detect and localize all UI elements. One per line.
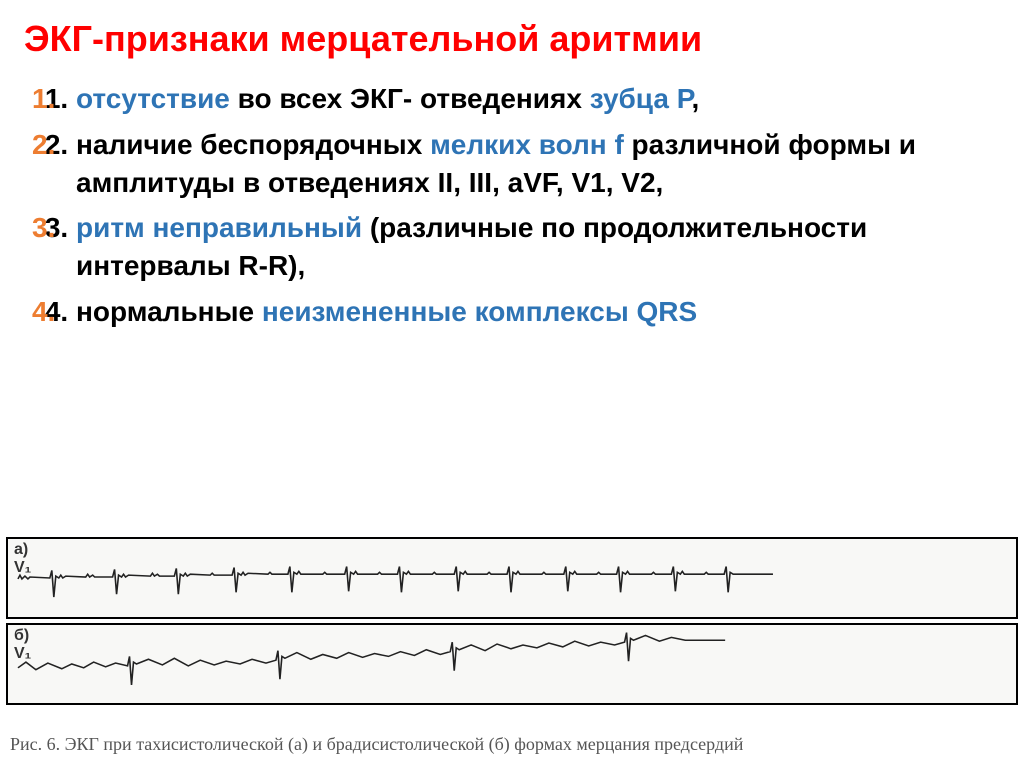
item1-prefix: отсутствие xyxy=(76,83,230,114)
panel-a-lead: V₁ xyxy=(14,559,31,577)
ecg-trace-b xyxy=(8,625,1016,703)
ecg-trace-a xyxy=(8,539,1016,617)
slide-container: ЭКГ-признаки мерцательной аритмии отсутс… xyxy=(0,0,1024,767)
slide-title: ЭКГ-признаки мерцательной аритмии xyxy=(0,0,1024,72)
list-item-4: нормальные неизмененные комплексы QRS xyxy=(76,293,984,331)
item2-highlight: мелких волн f xyxy=(430,129,624,160)
item4-prefix: нормальные xyxy=(76,296,262,327)
criteria-list: отсутствие во всех ЭКГ- отведениях зубца… xyxy=(0,72,1024,331)
figure-caption: Рис. 6. ЭКГ при тахисистолической (а) и … xyxy=(10,733,743,756)
ecg-panel-a: а) V₁ xyxy=(6,537,1018,619)
item1-suffix: , xyxy=(692,83,700,114)
item2-prefix: наличие беспорядочных xyxy=(76,129,430,160)
list-item-3: ритм неправильный (различные по продолжи… xyxy=(76,209,984,285)
ecg-path-b xyxy=(18,633,725,685)
ecg-label-a: а) V₁ xyxy=(14,541,31,576)
ecg-label-b: б) V₁ xyxy=(14,627,31,662)
item1-mid: во всех ЭКГ- отведениях xyxy=(230,83,590,114)
list-item-1: отсутствие во всех ЭКГ- отведениях зубца… xyxy=(76,80,984,118)
panel-b-lead: V₁ xyxy=(14,645,31,663)
ecg-panel-b: б) V₁ xyxy=(6,623,1018,705)
item4-highlight: неизмененные комплексы QRS xyxy=(262,296,697,327)
ecg-path-a xyxy=(18,567,773,597)
panel-b-top: б) xyxy=(14,627,31,645)
panel-a-top: а) xyxy=(14,541,31,559)
item1-highlight: зубца Р xyxy=(590,83,692,114)
item3-highlight: ритм неправильный xyxy=(76,212,370,243)
list-item-2: наличие беспорядочных мелких волн f разл… xyxy=(76,126,984,202)
ecg-figure: а) V₁ б) V₁ xyxy=(0,533,1024,709)
